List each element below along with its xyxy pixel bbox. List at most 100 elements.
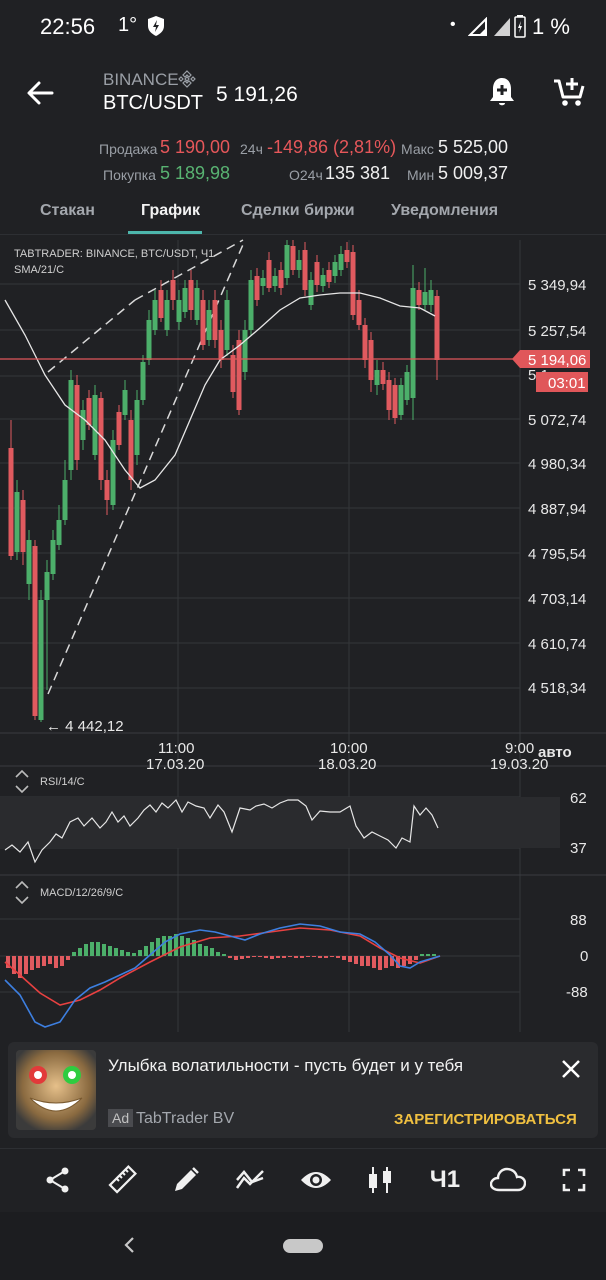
- macd-bar: [60, 956, 64, 966]
- ad-banner[interactable]: Улыбка волатильности - пусть будет и у т…: [8, 1042, 598, 1138]
- candle-body: [134, 400, 140, 455]
- sell-value: 5 190,00: [160, 137, 231, 157]
- macd-bar: [36, 956, 40, 968]
- min-label: Мин: [407, 167, 435, 183]
- ad-badge: Ad: [108, 1109, 134, 1127]
- rsi-collapse-icon[interactable]: [15, 769, 29, 794]
- draw-button[interactable]: [166, 1163, 206, 1197]
- trend-line-lower[interactable]: [47, 239, 246, 695]
- candle-body: [56, 520, 62, 545]
- candle-body: [404, 372, 410, 400]
- candle-body: [230, 355, 236, 392]
- candle-body: [182, 288, 188, 312]
- dot-icon: •: [450, 16, 456, 33]
- tab-alerts[interactable]: Уведомления: [391, 202, 499, 219]
- candle-body: [212, 300, 218, 340]
- chart-type-button[interactable]: [360, 1163, 400, 1197]
- share-button[interactable]: [38, 1163, 78, 1197]
- candle-body: [62, 480, 68, 520]
- macd-bar: [156, 938, 160, 956]
- sma-label: SMA/21/C: [14, 264, 64, 276]
- ruler-button[interactable]: [102, 1163, 142, 1197]
- macd-bar: [432, 954, 436, 956]
- macd-bar: [264, 956, 268, 958]
- x-time: 11:00: [158, 740, 194, 757]
- macd-bar: [228, 956, 232, 958]
- add-cart-icon[interactable]: [552, 75, 588, 109]
- macd-bar: [138, 950, 142, 956]
- candle-body: [164, 300, 170, 330]
- x-date: 18.03.20: [318, 756, 376, 773]
- tab-trades[interactable]: Сделки биржи: [241, 202, 355, 219]
- macd-bar: [390, 956, 394, 966]
- candle-body: [332, 262, 338, 276]
- x-axis: 11:00 17.03.20 10:00 18.03.20 9:00 19.03…: [146, 740, 572, 773]
- price-chart[interactable]: TABTRADER: BINANCE, BTC/USDT, Ч1 SMA/21/…: [0, 235, 606, 1035]
- ad-cta-button[interactable]: ЗАРЕГИСТРИРОВАТЬСЯ: [394, 1111, 577, 1128]
- macd-bar: [204, 946, 208, 956]
- macd-bar: [42, 956, 46, 966]
- candle-body: [284, 245, 290, 278]
- macd-bar: [78, 948, 82, 956]
- y-tick: 4 980,34: [528, 456, 586, 473]
- macd-bar: [96, 942, 100, 956]
- status-time: 22:56: [40, 14, 96, 39]
- countdown-bg: [536, 372, 588, 392]
- tab-orderbook[interactable]: Стакан: [40, 202, 95, 219]
- candle-body: [218, 330, 224, 360]
- macd-bar: [414, 956, 418, 960]
- candle-body: [128, 420, 134, 480]
- x-date: 19.03.20: [490, 756, 548, 773]
- candle-body: [326, 270, 332, 282]
- ad-title[interactable]: Улыбка волатильности - пусть будет и у т…: [108, 1056, 464, 1075]
- trend-line-upper[interactable]: [47, 299, 136, 373]
- candle-body: [194, 288, 200, 320]
- home-pill-icon[interactable]: [283, 1239, 323, 1253]
- add-alert-icon[interactable]: [486, 75, 518, 109]
- rsi-label: RSI/14/C: [40, 776, 85, 788]
- close-icon[interactable]: [560, 1058, 582, 1080]
- macd-bar: [192, 940, 196, 956]
- candle-body: [158, 290, 164, 318]
- macd-bar: [6, 956, 10, 968]
- candle-body: [380, 370, 386, 384]
- candle-body: [152, 300, 158, 330]
- trend-line-upper-2[interactable]: [134, 239, 244, 301]
- candle-body: [80, 410, 86, 440]
- macd-bar: [312, 956, 316, 957]
- macd-collapse-icon[interactable]: [15, 880, 29, 905]
- fullscreen-button[interactable]: [554, 1163, 594, 1197]
- back-arrow-icon[interactable]: [26, 80, 54, 106]
- pair-name[interactable]: BTC/USDT: [103, 92, 203, 114]
- candle-body: [320, 275, 326, 286]
- indicators-button[interactable]: [230, 1163, 270, 1197]
- rsi-level: 62: [570, 790, 587, 807]
- candle-body: [92, 395, 98, 455]
- macd-bar: [210, 948, 214, 956]
- status-temp: 1°: [118, 14, 138, 36]
- macd-bar: [330, 956, 334, 957]
- macd-bar: [282, 956, 286, 958]
- timeframe-button[interactable]: Ч1: [422, 1163, 468, 1197]
- y-axis: 5 349,94 5 257,54 5 1 5 072,74 4 980,34 …: [528, 277, 586, 697]
- macd-label: MACD/12/26/9/C: [40, 887, 123, 899]
- y-tick: 4 795,54: [528, 546, 586, 563]
- candles: [8, 240, 440, 722]
- macd-bar: [18, 956, 22, 978]
- auto-scale-toggle[interactable]: авто: [538, 744, 572, 761]
- timeframe-label: Ч1: [429, 1166, 461, 1193]
- macd-bar: [240, 956, 244, 959]
- candle-body: [392, 385, 398, 418]
- tab-chart[interactable]: График: [141, 202, 200, 219]
- y-tick: 4 518,34: [528, 680, 586, 697]
- candle-body: [260, 278, 266, 286]
- macd-bar: [396, 956, 400, 968]
- nav-back-icon[interactable]: [122, 1236, 136, 1254]
- macd-bar: [402, 956, 406, 966]
- macd-bar: [378, 956, 382, 970]
- visibility-button[interactable]: [296, 1163, 336, 1197]
- cloud-button[interactable]: [488, 1163, 528, 1197]
- candle-body: [422, 292, 428, 305]
- macd-bar: [144, 946, 148, 956]
- macd-bar: [306, 956, 310, 957]
